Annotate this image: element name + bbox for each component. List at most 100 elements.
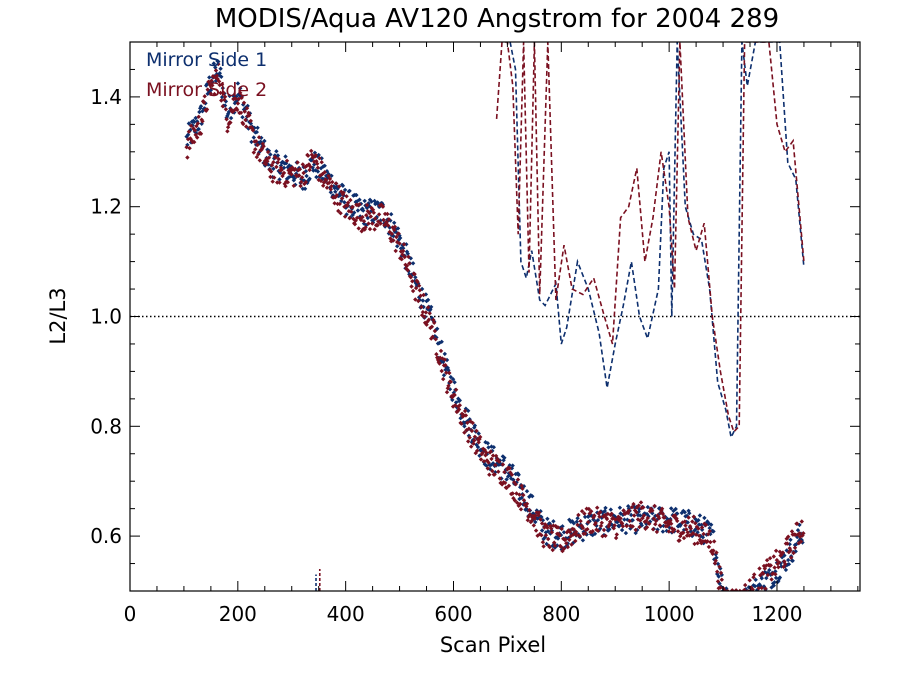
data-point xyxy=(584,506,589,511)
data-point xyxy=(716,586,721,591)
data-point xyxy=(760,592,764,596)
x-tick-label: 600 xyxy=(434,602,472,626)
data-point xyxy=(601,527,607,533)
data-point xyxy=(580,538,586,543)
data-point xyxy=(195,121,201,126)
data-point xyxy=(777,549,783,554)
data-point xyxy=(205,87,210,92)
data-point xyxy=(437,361,442,366)
data-point xyxy=(708,539,713,545)
data-point xyxy=(708,531,713,537)
data-point xyxy=(712,539,717,544)
data-point xyxy=(537,514,543,519)
data-point xyxy=(667,525,672,530)
data-point xyxy=(799,537,804,543)
data-point xyxy=(576,512,581,518)
data-point xyxy=(373,201,378,207)
data-point xyxy=(772,565,777,570)
data-point xyxy=(280,173,285,179)
data-point xyxy=(327,180,332,185)
data-point xyxy=(700,535,706,540)
data-point xyxy=(761,571,766,576)
data-point xyxy=(575,522,580,528)
data-point xyxy=(250,128,256,133)
data-point xyxy=(776,560,782,565)
data-point xyxy=(561,536,566,541)
data-point xyxy=(567,529,573,535)
data-point xyxy=(691,514,696,519)
data-point xyxy=(723,594,727,598)
data-point xyxy=(693,532,699,537)
data-point xyxy=(485,466,490,471)
data-point xyxy=(799,519,804,524)
data-point xyxy=(235,101,241,106)
data-point xyxy=(693,521,698,526)
data-point xyxy=(442,357,447,362)
data-point xyxy=(670,529,675,534)
data-point xyxy=(416,298,421,304)
data-point xyxy=(699,525,705,530)
data-point xyxy=(631,501,636,507)
data-point xyxy=(491,445,496,450)
data-point xyxy=(248,121,253,126)
data-point xyxy=(287,166,293,172)
data-point xyxy=(759,576,764,581)
data-point xyxy=(785,541,790,546)
data-point xyxy=(298,183,303,189)
data-point xyxy=(555,543,560,548)
data-point xyxy=(734,607,738,611)
data-point xyxy=(502,455,507,460)
data-point xyxy=(441,376,446,382)
data-point xyxy=(645,515,650,521)
data-point xyxy=(238,86,243,91)
data-point xyxy=(241,100,247,105)
data-point xyxy=(657,523,663,528)
data-point xyxy=(745,598,749,602)
data-point xyxy=(590,532,595,538)
data-point xyxy=(369,199,374,204)
data-point xyxy=(773,575,779,581)
data-point xyxy=(798,534,803,539)
x-tick-label: 200 xyxy=(219,602,257,626)
data-point xyxy=(669,506,674,511)
data-point xyxy=(573,529,579,535)
data-point xyxy=(416,283,422,288)
data-point xyxy=(558,525,563,530)
data-point xyxy=(347,188,352,194)
data-point xyxy=(546,536,551,542)
data-point xyxy=(788,537,793,542)
data-point xyxy=(328,187,333,192)
y-tick-label: 0.6 xyxy=(90,524,122,548)
data-point xyxy=(610,515,616,521)
data-point xyxy=(341,190,346,195)
data-point xyxy=(521,498,527,503)
data-point xyxy=(385,211,390,217)
legend: Mirror Side 1 Mirror Side 2 xyxy=(146,49,267,101)
data-point xyxy=(767,556,773,561)
data-point xyxy=(197,109,202,115)
data-point xyxy=(404,263,410,268)
data-point xyxy=(450,377,456,382)
data-point xyxy=(268,152,273,157)
data-point xyxy=(295,160,300,165)
data-point xyxy=(735,609,739,613)
data-point xyxy=(342,214,348,219)
data-point xyxy=(539,533,544,538)
data-point xyxy=(223,107,229,112)
data-point xyxy=(701,531,706,537)
data-point xyxy=(340,183,346,188)
data-point xyxy=(484,463,489,468)
data-point xyxy=(686,515,691,520)
data-point xyxy=(555,525,561,530)
data-point xyxy=(733,609,737,613)
data-point xyxy=(312,162,317,167)
data-point xyxy=(753,577,758,582)
data-point xyxy=(512,498,518,503)
data-point xyxy=(650,511,655,516)
data-point xyxy=(571,521,576,526)
data-point xyxy=(277,177,282,182)
data-point xyxy=(373,216,378,221)
data-point xyxy=(725,601,729,605)
data-point xyxy=(595,505,600,510)
data-point xyxy=(409,284,414,289)
